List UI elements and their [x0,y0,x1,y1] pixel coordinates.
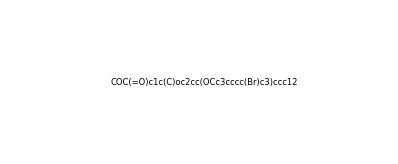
Text: COC(=O)c1c(C)oc2cc(OCc3cccc(Br)c3)ccc12: COC(=O)c1c(C)oc2cc(OCc3cccc(Br)c3)ccc12 [110,78,298,87]
